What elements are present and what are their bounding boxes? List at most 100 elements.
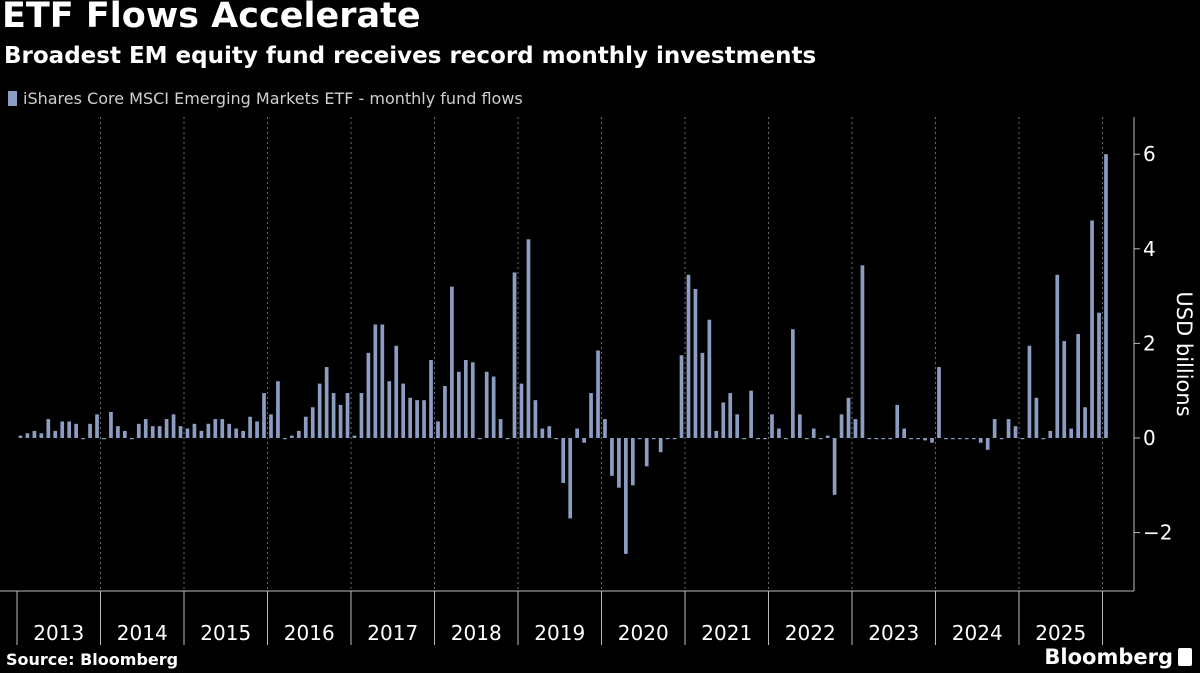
- bar: [756, 438, 760, 440]
- bar: [60, 421, 65, 438]
- bar: [554, 438, 559, 440]
- bar: [401, 383, 406, 438]
- brand-logo: Bloomberg: [1044, 645, 1192, 669]
- bar: [526, 239, 531, 438]
- bar: [902, 428, 907, 438]
- bar: [269, 414, 273, 438]
- bar: [477, 438, 482, 440]
- bar: [317, 383, 322, 438]
- bar: [1013, 426, 1018, 438]
- bar: [123, 430, 127, 438]
- bar: [700, 352, 705, 438]
- bar: [373, 324, 378, 438]
- bar: [491, 376, 496, 438]
- bar: [881, 438, 886, 440]
- bar: [199, 430, 204, 438]
- legend-swatch: [8, 90, 17, 106]
- bar: [185, 428, 190, 438]
- bar: [951, 438, 955, 440]
- x-tick-label: 2022: [785, 621, 836, 645]
- bar: [338, 404, 343, 438]
- bar: [178, 426, 183, 438]
- bar: [81, 438, 85, 440]
- bar: [519, 383, 524, 438]
- bar: [964, 438, 969, 440]
- bar: [296, 430, 301, 438]
- bar: [624, 438, 628, 554]
- x-tick-label: 2023: [868, 621, 919, 645]
- bar: [637, 438, 642, 440]
- bar: [749, 390, 753, 438]
- bar: [171, 414, 176, 438]
- bar: [644, 438, 649, 467]
- bar: [853, 419, 858, 438]
- bar: [944, 438, 948, 440]
- bar: [241, 430, 245, 438]
- bar: [498, 419, 503, 438]
- bar: [67, 421, 72, 438]
- bar: [422, 400, 426, 438]
- bar: [234, 428, 239, 438]
- x-tick-label: 2019: [534, 621, 585, 645]
- x-tick-label: 2020: [618, 621, 669, 645]
- bar: [909, 438, 913, 440]
- bar: [46, 419, 51, 438]
- bar: [693, 289, 698, 438]
- bar: [777, 428, 781, 438]
- bar: [561, 438, 566, 483]
- x-tick-label: 2013: [33, 621, 84, 645]
- source-note: Source: Bloomberg: [6, 650, 179, 669]
- bar: [804, 438, 809, 440]
- x-tick-label: 2018: [451, 621, 502, 645]
- bar: [429, 359, 433, 438]
- bar: [213, 419, 218, 438]
- y-axis-label: USD billions: [1172, 291, 1196, 416]
- legend: iShares Core MSCI Emerging Markets ETF -…: [8, 88, 523, 108]
- bar: [143, 419, 148, 438]
- bar: [547, 426, 552, 438]
- bar: [366, 352, 371, 438]
- bar: [1097, 312, 1101, 438]
- bar: [1006, 419, 1011, 438]
- bar: [603, 419, 607, 438]
- bar: [53, 430, 58, 438]
- bar: [74, 423, 78, 438]
- bar: [686, 274, 691, 438]
- bar: [735, 414, 740, 438]
- bar: [380, 324, 385, 438]
- bar: [596, 350, 600, 438]
- bar: [582, 438, 586, 443]
- bar: [150, 426, 155, 438]
- bar: [310, 407, 315, 438]
- bar: [32, 430, 37, 438]
- bar: [895, 404, 900, 438]
- x-tick-label: 2014: [117, 621, 168, 645]
- bar: [505, 438, 510, 440]
- bar: [408, 397, 412, 438]
- bar: [290, 435, 294, 438]
- axes-layer: −2 0 2 4 6 USD billions 2013 2014 2015 2016 2017 20…: [0, 117, 1196, 645]
- bar: [88, 423, 92, 438]
- bar: [512, 272, 517, 438]
- bar: [303, 416, 308, 438]
- bar: [811, 428, 816, 438]
- bar: [1027, 345, 1032, 438]
- bar: [443, 385, 447, 438]
- bar: [784, 438, 788, 440]
- bar: [1076, 333, 1080, 438]
- bar: [672, 438, 677, 440]
- x-tick-label: 2025: [1035, 621, 1086, 645]
- bar: [832, 438, 837, 495]
- bar: [930, 438, 934, 443]
- bar: [874, 438, 879, 440]
- bar: [533, 400, 538, 438]
- bar: [818, 438, 823, 440]
- bar: [484, 371, 489, 438]
- bar: [1090, 220, 1094, 438]
- bar: [728, 393, 733, 438]
- bar: [450, 286, 454, 438]
- bar: [985, 438, 990, 450]
- bar: [888, 438, 893, 440]
- bar: [1020, 438, 1025, 440]
- bar: [630, 438, 635, 486]
